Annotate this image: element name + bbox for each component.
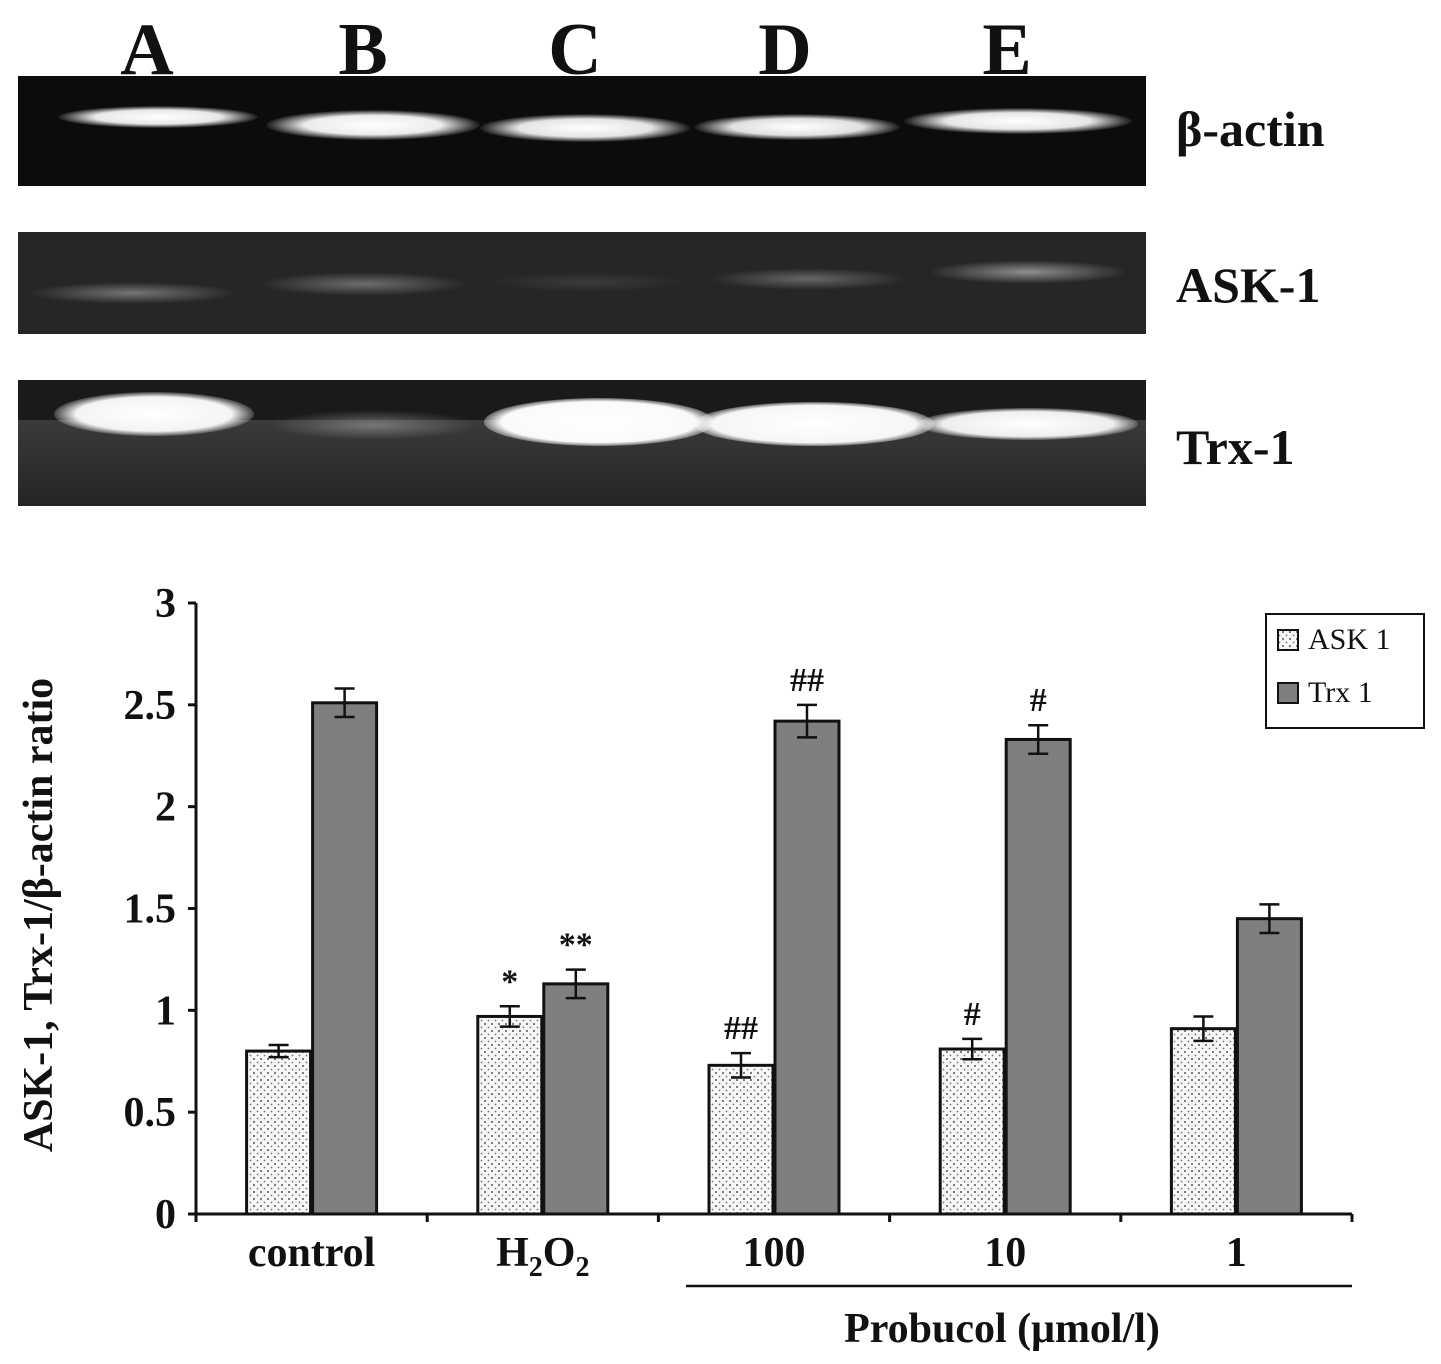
- blot-trx1: [18, 380, 1146, 506]
- y-axis-label: ASK-1, Trx-1/β-actin ratio: [16, 678, 62, 1152]
- bar-ask1: [1169, 1027, 1237, 1216]
- legend-swatch-ask1: [1277, 629, 1299, 651]
- y-tick-label: 0: [155, 1192, 176, 1238]
- y-tick-label: 1.5: [124, 887, 177, 933]
- significance-label: #: [1030, 682, 1047, 719]
- band-trx1-c: [484, 398, 714, 446]
- band-ask1-b: [258, 272, 468, 296]
- band-beta-actin-c: [480, 114, 690, 142]
- blot-beta-actin: [18, 76, 1146, 186]
- y-tick-label: 3: [155, 581, 176, 627]
- bar-trx1: [311, 701, 379, 1216]
- band-trx1-d: [694, 402, 934, 446]
- y-tick-label: 0.5: [124, 1090, 177, 1136]
- significance-label: ##: [790, 662, 824, 699]
- x-tick-label: H2O2: [496, 1230, 589, 1283]
- bar-ask1: [245, 1049, 313, 1216]
- band-trx1-a: [54, 392, 254, 436]
- legend-label-trx1: Trx 1: [1308, 676, 1373, 709]
- band-beta-actin-b: [266, 110, 480, 140]
- blot-label-beta-actin: β-actin: [1176, 101, 1325, 157]
- significance-label: **: [559, 927, 593, 964]
- bar-ask1: [707, 1063, 775, 1216]
- significance-label: *: [501, 963, 518, 1000]
- bar-trx1: [1235, 917, 1303, 1216]
- y-tick-label: 1: [155, 988, 176, 1034]
- band-beta-actin-d: [694, 114, 900, 140]
- blot-ask1: [18, 232, 1146, 334]
- band-ask1-d: [708, 268, 908, 290]
- blot-label-trx1: Trx-1: [1176, 419, 1295, 475]
- band-ask1-a: [28, 282, 238, 304]
- legend-box: [1265, 613, 1425, 729]
- band-ask1-c: [488, 272, 688, 292]
- band-beta-actin-a: [58, 106, 258, 128]
- bar-trx1: [1004, 737, 1072, 1216]
- legend-label-ask1: ASK 1: [1308, 623, 1391, 656]
- band-beta-actin-e: [904, 108, 1132, 134]
- y-tick-label: 2.5: [124, 683, 177, 729]
- legend-swatch-trx1: [1277, 682, 1299, 704]
- x-tick-label: 100: [743, 1230, 806, 1276]
- x-axis-label: Probucol (μmol/l): [844, 1306, 1160, 1352]
- tick-labels: 0 0.5 1 1.5 2 2.5 3 control H2O2 100 10 1: [124, 581, 1247, 1283]
- bar-trx1: [542, 982, 610, 1216]
- bar-ask1: [476, 1014, 544, 1216]
- x-tick-label: 1: [1226, 1230, 1247, 1276]
- band-ask1-e: [928, 260, 1128, 284]
- bar-ask1: [938, 1047, 1006, 1216]
- bar-trx1: [773, 719, 841, 1216]
- y-tick-label: 2: [155, 785, 176, 831]
- band-trx1-b: [268, 410, 478, 440]
- blot-label-ask1: ASK-1: [1176, 257, 1321, 313]
- significance-label: #: [964, 996, 981, 1033]
- significance-label: ##: [724, 1010, 758, 1047]
- x-tick-label: 10: [984, 1230, 1026, 1276]
- bars: *## #**###: [245, 662, 1303, 1216]
- legend: ASK 1 Trx 1: [1265, 613, 1425, 729]
- x-tick-label: control: [248, 1230, 376, 1276]
- band-trx1-e: [918, 408, 1138, 440]
